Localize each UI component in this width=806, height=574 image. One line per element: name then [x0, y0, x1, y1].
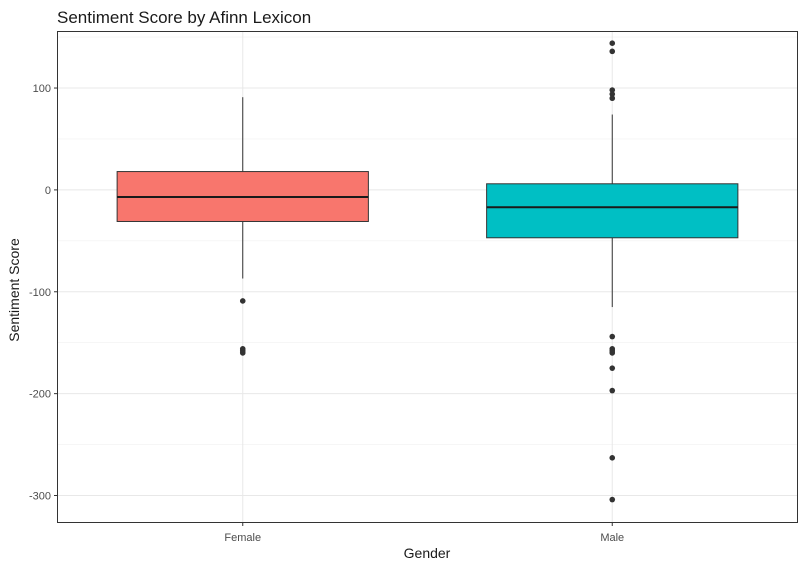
plot-panel: [57, 31, 798, 523]
outlier-point: [609, 48, 616, 55]
outlier-point: [609, 333, 616, 340]
outlier-point: [609, 91, 616, 97]
outlier-point: [609, 95, 616, 102]
boxplots: [116, 40, 739, 503]
y-tick-label: -300: [29, 491, 51, 503]
x-axis-label: Gender: [404, 545, 451, 561]
outlier-point: [609, 455, 616, 461]
outlier-point: [609, 40, 616, 47]
y-tick-label: -200: [29, 389, 51, 401]
y-axis: -300 -200 -100 0 100: [29, 83, 58, 503]
boxplot-female: [116, 97, 369, 356]
outlier-point: [609, 496, 616, 503]
x-tick-label: Female: [224, 532, 261, 544]
outlier-point: [609, 387, 616, 394]
y-axis-label: Sentiment Score: [6, 238, 22, 342]
box: [486, 183, 739, 239]
outlier-point: [609, 87, 616, 93]
x-tick-label: Male: [600, 532, 624, 544]
outlier-point: [609, 350, 616, 356]
y-tick-label: -100: [29, 287, 51, 299]
outlier-point: [239, 350, 246, 356]
outlier-point: [239, 298, 246, 304]
boxplot-male: [486, 40, 739, 503]
chart-title: Sentiment Score by Afinn Lexicon: [57, 8, 311, 27]
y-tick-label: 100: [33, 83, 51, 95]
y-tick-label: 0: [45, 185, 51, 197]
minor-gridlines: [58, 36, 797, 445]
outlier-point: [609, 365, 616, 371]
x-axis: Female Male: [224, 522, 624, 544]
